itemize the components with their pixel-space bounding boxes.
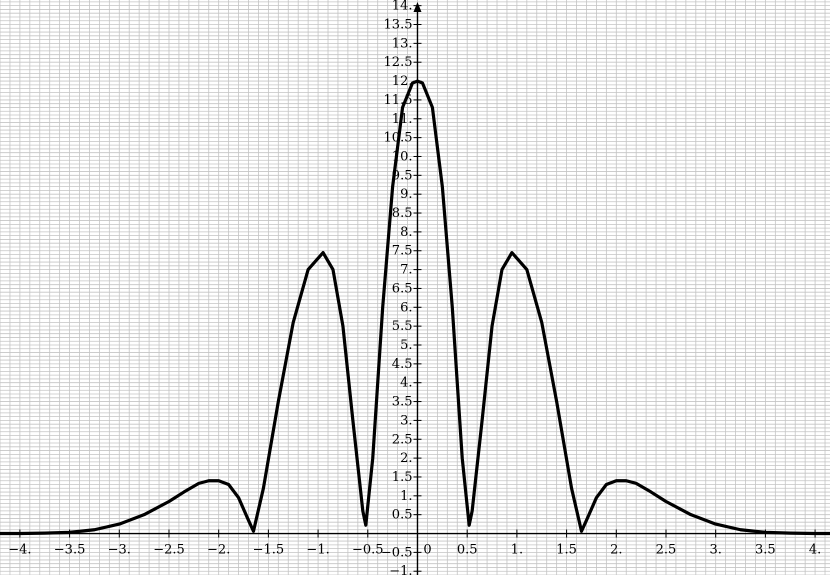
y-tick-label: −0.5 [381,545,413,560]
y-tick-label: 14. [392,0,413,14]
y-tick-label: 0.5 [392,508,413,523]
y-tick-label: 3. [400,413,412,428]
x-tick-label: 3.5 [755,543,776,558]
y-tick-label: 13.5 [384,18,413,33]
y-tick-label: 4.5 [392,357,413,372]
series-line [0,79,830,536]
y-tick-label: 1.5 [392,470,413,485]
x-tick-label: 2.5 [656,543,677,558]
y-tick-label: 12.5 [384,55,413,70]
y-tick-label: 10. [392,149,413,164]
x-tick-label: −3.5 [54,543,86,558]
x-tick-label: −3. [108,543,131,558]
y-axis-arrow [413,2,422,12]
x-tick-label: −4. [8,543,31,558]
y-tick-label: 6. [400,300,412,315]
y-tick-label: 9. [400,187,412,202]
tick-labels: −4. −3.5 −3. −2.5 −2. −1.5 −1. −0.5 0 0.5 1. 1.5 2. 2… [8,0,821,575]
y-tick-label: 5.5 [392,319,413,334]
y-tick-label: 7. [400,263,412,278]
series-layer [0,79,830,536]
y-tick-label: 5. [400,338,412,353]
y-tick-label: 9.5 [392,168,413,183]
y-tick-label: 11.5 [384,93,413,108]
y-tick-label: 10.5 [384,131,413,146]
x-tick-label: −2.5 [153,543,185,558]
y-tick-label: −1. [389,564,412,575]
y-tick-label: 8.5 [392,206,413,221]
x-tick-label: 1.5 [556,543,577,558]
x-tick-label: −0.5 [352,543,384,558]
x-tick-label: 1. [511,543,523,558]
y-tick-label: 7.5 [392,244,413,259]
y-tick-label: 4. [400,376,412,391]
y-tick-label: 6.5 [392,281,413,296]
y-tick-label: 2.5 [392,432,413,447]
x-tick-label: 3. [709,543,721,558]
y-tick-label: 1. [400,489,412,504]
x-tick-label: 0 [423,543,431,558]
y-tick-label: 12. [392,74,413,89]
x-tick-label: −1. [306,543,329,558]
x-tick-label: −2. [207,543,230,558]
y-tick-label: 3.5 [392,395,413,410]
x-tick-label: 0.5 [457,543,478,558]
y-tick-label: 2. [400,451,412,466]
x-tick-label: 4. [809,543,821,558]
x-tick-label: −1.5 [253,543,285,558]
y-tick-label: 11. [392,112,413,127]
y-tick-label: 8. [400,225,412,240]
y-tick-label: 13. [392,36,413,51]
x-tick-label: 2. [610,543,622,558]
